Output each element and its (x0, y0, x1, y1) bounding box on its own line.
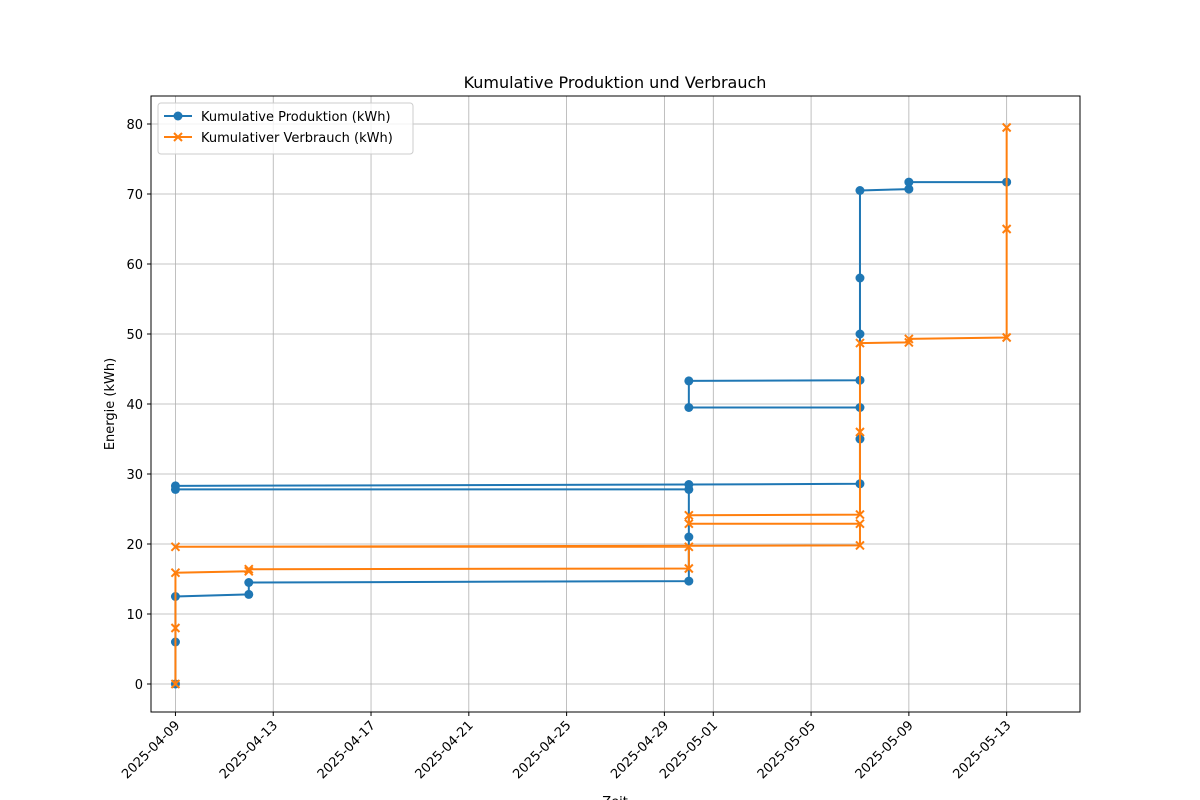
y-tick-label: 30 (126, 468, 143, 483)
plot-frame (150, 95, 1081, 713)
data-point (684, 576, 694, 586)
data-point (244, 578, 254, 587)
data-point (170, 623, 181, 633)
data-point (170, 679, 181, 689)
data-point (855, 338, 865, 348)
data-point (855, 509, 865, 520)
data-point (1001, 122, 1012, 133)
x-axis-label: Zeit (602, 795, 628, 800)
data-point (855, 329, 865, 339)
data-point (855, 518, 865, 529)
data-point (684, 518, 694, 529)
data-point (170, 542, 181, 552)
data-point (904, 337, 914, 348)
y-tick-label: 80 (126, 118, 143, 133)
data-point (855, 273, 865, 283)
data-point (855, 186, 865, 195)
legend-label: Kumulativer Verbrauch (kWh) (201, 131, 393, 146)
legend-label: Kumulative Produktion (kWh) (201, 110, 391, 125)
data-point (1001, 332, 1012, 343)
data-point (684, 403, 694, 412)
y-tick-label: 70 (126, 188, 143, 203)
data-point (684, 563, 694, 574)
y-axis-label: Energie (kWh) (103, 358, 118, 450)
data-point (855, 540, 865, 551)
data-point (684, 376, 694, 386)
data-point (904, 334, 914, 344)
data-point (855, 427, 865, 437)
data-point (244, 589, 254, 599)
data-point (684, 532, 694, 542)
data-point (244, 566, 254, 577)
data-point (170, 481, 180, 491)
y-tick-label: 60 (126, 258, 143, 273)
y-tick-label: 10 (126, 608, 143, 623)
legend-marker (173, 111, 183, 121)
y-tick-label: 0 (135, 678, 143, 693)
data-point (904, 184, 914, 194)
y-tick-label: 20 (126, 538, 143, 553)
data-point (170, 567, 181, 578)
data-point (1001, 224, 1012, 234)
data-point (684, 480, 694, 489)
legend-box (157, 102, 414, 155)
chart-title: Kumulative Produktion und Verbrauch (464, 73, 767, 92)
data-point (244, 564, 254, 574)
data-point (684, 510, 694, 521)
data-point (904, 177, 914, 187)
legend-marker (173, 132, 183, 142)
y-tick-label: 40 (126, 398, 143, 413)
data-point (684, 542, 694, 552)
y-tick-label: 50 (126, 328, 143, 343)
